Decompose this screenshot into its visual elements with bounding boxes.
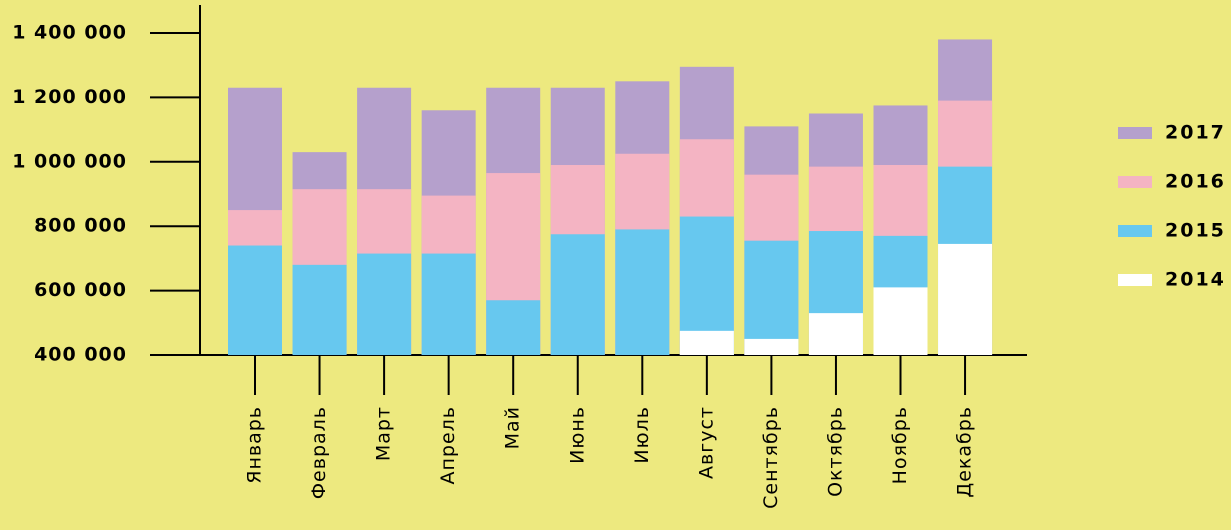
x-tick-label: Декабрь [954,406,976,498]
x-tick-label: Март [373,406,395,461]
y-tick-label: 1 200 000 [12,86,127,108]
legend-label: 2014 [1165,269,1226,291]
legend-label: 2017 [1165,122,1226,144]
y-tick-label: 600 000 [34,279,127,301]
x-tick-label: Июль [631,406,653,464]
bar [873,287,928,355]
bar [808,313,863,355]
legend-label: 2015 [1165,220,1226,242]
x-tick-label: Август [695,406,717,479]
bar [228,245,282,355]
y-tick-label: 1 000 000 [12,150,127,172]
legend-swatch [1118,176,1152,188]
x-tick-label: Апрель [437,406,459,485]
bar [615,229,670,355]
x-tick-label: Январь [244,406,266,484]
x-tick-label: Ноябрь [889,406,911,484]
bar [744,240,799,355]
x-tick-label: Февраль [308,406,330,499]
legend-swatch [1118,225,1152,237]
legend-label: 2016 [1165,171,1226,193]
bar [679,330,734,355]
x-tick-label: Июнь [566,406,588,464]
bar [550,234,605,355]
bar [938,243,993,355]
legend-swatch [1118,127,1152,139]
y-tick-label: 400 000 [34,344,127,366]
bar [486,300,541,355]
bar [421,253,476,355]
y-tick-label: 1 400 000 [12,22,127,44]
legend-swatch [1118,274,1152,286]
x-tick-label: Сентябрь [760,406,782,509]
bar [744,338,799,355]
bar [357,253,412,355]
y-tick-label: 800 000 [34,215,127,237]
bar [292,264,347,355]
x-tick-label: Май [502,406,524,449]
x-tick-label: Октябрь [824,406,846,497]
